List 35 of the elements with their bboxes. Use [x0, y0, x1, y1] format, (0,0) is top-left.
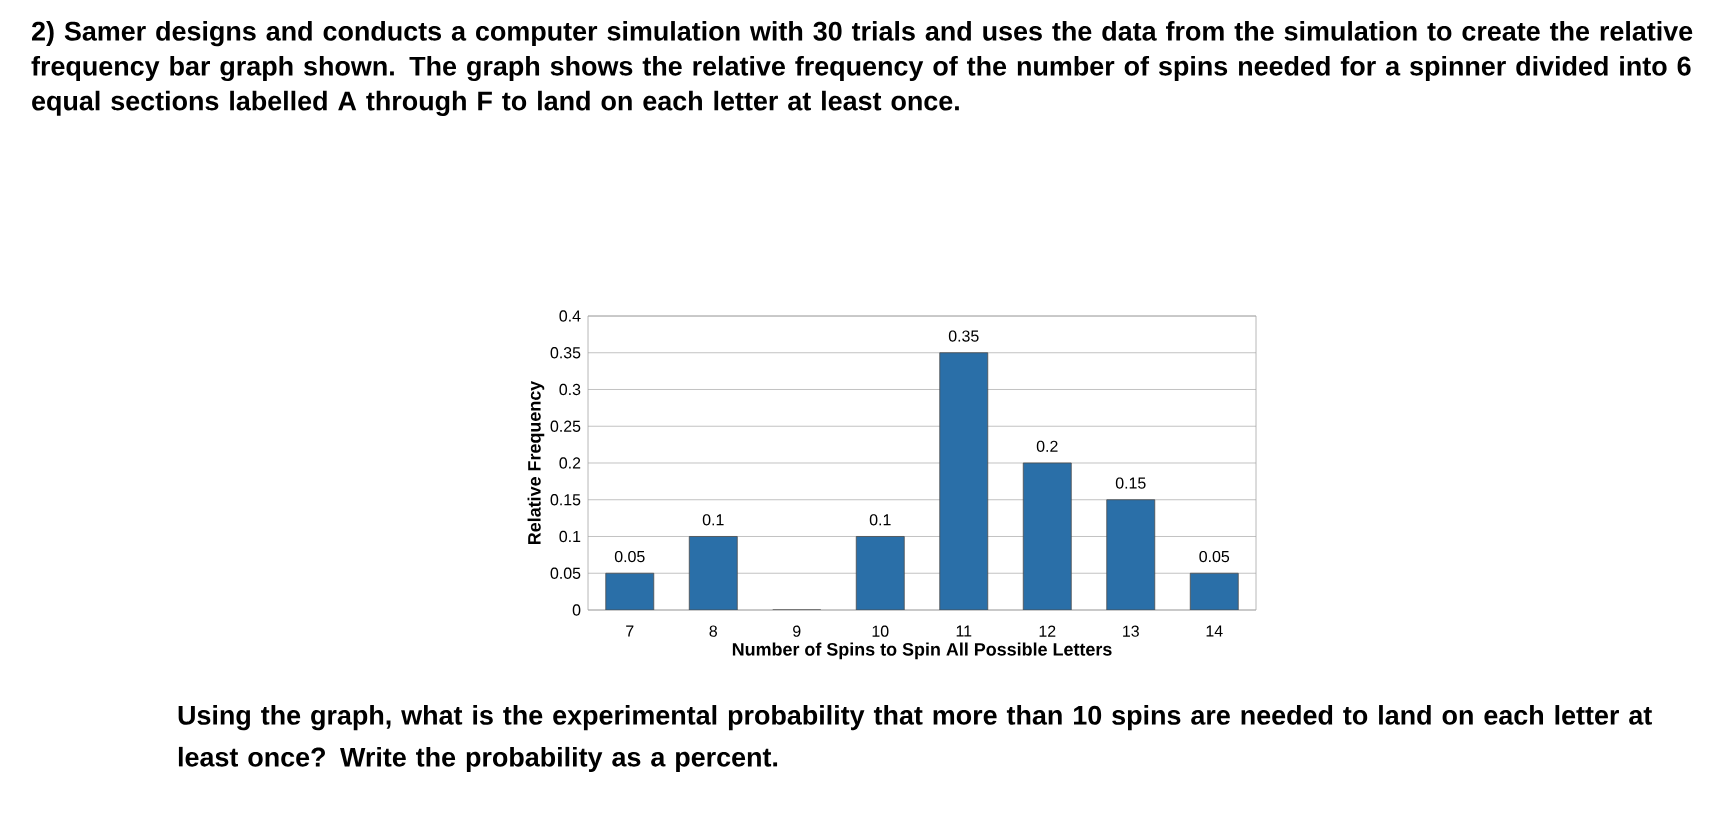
x-axis-title: Number of Spins to Spin All Possible Letters: [732, 642, 1112, 660]
data-label: 0.35: [948, 330, 979, 342]
x-tick-label: 8: [709, 625, 717, 637]
data-label: 0.15: [1115, 477, 1146, 489]
y-tick-label: 0.2: [559, 457, 581, 469]
bar: [1106, 499, 1155, 610]
x-tick-label: 10: [872, 625, 889, 637]
data-label: 0.05: [1199, 550, 1230, 563]
bar: [1189, 572, 1239, 610]
bar: [1023, 463, 1072, 610]
x-tick-label: 9: [793, 625, 801, 637]
x-tick-label: 12: [1039, 625, 1056, 637]
y-tick-label: 0: [572, 604, 581, 616]
bar: [939, 352, 988, 610]
bar: [605, 573, 654, 610]
bar: [856, 536, 905, 610]
data-label: 0.05: [614, 550, 645, 563]
y-axis-title: Relative Frequency: [527, 380, 545, 545]
x-tick-label: 7: [626, 625, 634, 637]
x-tick-label: 14: [1206, 625, 1223, 637]
text: Using the graph, what is the experimental probability that more than 10 spins are needed to land on each letter at least once? Write the probability as a percent.: [178, 705, 1652, 772]
data-label: 0.1: [869, 514, 891, 526]
chart-title: 2) Samer designs and conducts a computer simulation with 30 trials and uses the data from the simulation to create the relative frequency bar graph shown. The graph shows the relative frequency of the number of spins needed for a spinner divided into 6 equal sections labelled A through F to land on each letter at least once.: [31, 21, 1693, 116]
data-label: 0.1: [702, 514, 724, 526]
bar: [689, 536, 738, 610]
y-tick-label: 0.25: [550, 420, 581, 432]
y-tick-label: 0.15: [550, 494, 581, 506]
y-tick-label: 0.3: [559, 383, 581, 396]
x-tick-label: 11: [956, 625, 972, 637]
x-tick-label: 13: [1123, 625, 1139, 637]
y-tick-label: 0.35: [550, 347, 581, 359]
y-tick-label: 0.1: [559, 530, 581, 543]
y-tick-label: 0.4: [559, 310, 581, 322]
data-label: 0.2: [1036, 440, 1058, 452]
y-tick-label: 0.05: [550, 567, 581, 579]
